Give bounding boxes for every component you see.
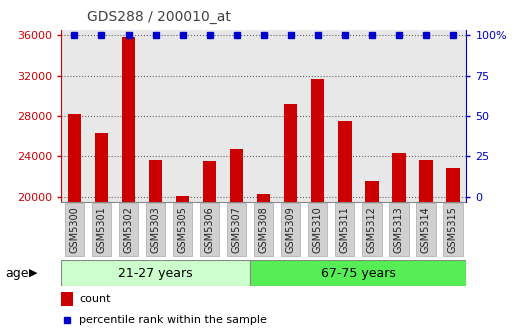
Text: GSM5310: GSM5310: [313, 206, 323, 253]
Bar: [311, 79, 324, 336]
Text: GSM5314: GSM5314: [421, 206, 431, 253]
Text: GSM5305: GSM5305: [178, 206, 188, 253]
Bar: [68, 114, 81, 336]
Text: GSM5312: GSM5312: [367, 206, 377, 253]
Bar: [61, 292, 73, 306]
FancyBboxPatch shape: [443, 203, 463, 256]
Bar: [284, 104, 297, 336]
Bar: [203, 161, 216, 336]
FancyBboxPatch shape: [250, 260, 466, 286]
Text: 21-27 years: 21-27 years: [118, 266, 193, 280]
Text: GSM5307: GSM5307: [232, 206, 242, 253]
Text: GSM5315: GSM5315: [448, 206, 458, 253]
Bar: [149, 160, 162, 336]
Bar: [257, 194, 270, 336]
FancyBboxPatch shape: [362, 203, 382, 256]
Text: ▶: ▶: [29, 268, 38, 278]
Bar: [338, 121, 351, 336]
FancyBboxPatch shape: [146, 203, 165, 256]
Text: GSM5313: GSM5313: [394, 206, 404, 253]
Text: GSM5302: GSM5302: [123, 206, 134, 253]
FancyBboxPatch shape: [65, 203, 84, 256]
Bar: [419, 160, 432, 336]
FancyBboxPatch shape: [281, 203, 301, 256]
Bar: [176, 196, 189, 336]
Bar: [95, 133, 108, 336]
Text: GDS288 / 200010_at: GDS288 / 200010_at: [87, 9, 231, 24]
Text: GSM5303: GSM5303: [151, 206, 161, 253]
Text: GSM5311: GSM5311: [340, 206, 350, 253]
FancyBboxPatch shape: [308, 203, 328, 256]
Text: GSM5309: GSM5309: [286, 206, 296, 253]
Text: GSM5308: GSM5308: [259, 206, 269, 253]
Text: 67-75 years: 67-75 years: [321, 266, 396, 280]
Text: percentile rank within the sample: percentile rank within the sample: [79, 316, 267, 325]
Text: GSM5300: GSM5300: [69, 206, 80, 253]
FancyBboxPatch shape: [227, 203, 246, 256]
FancyBboxPatch shape: [119, 203, 138, 256]
Text: GSM5306: GSM5306: [205, 206, 215, 253]
Bar: [122, 37, 135, 336]
Bar: [392, 153, 405, 336]
FancyBboxPatch shape: [61, 260, 250, 286]
FancyBboxPatch shape: [200, 203, 219, 256]
FancyBboxPatch shape: [416, 203, 436, 256]
FancyBboxPatch shape: [254, 203, 273, 256]
Text: age: age: [5, 266, 29, 280]
FancyBboxPatch shape: [335, 203, 355, 256]
Bar: [446, 168, 460, 336]
FancyBboxPatch shape: [92, 203, 111, 256]
Text: GSM5301: GSM5301: [96, 206, 107, 253]
Bar: [365, 181, 378, 336]
Text: count: count: [79, 294, 111, 304]
FancyBboxPatch shape: [173, 203, 192, 256]
Bar: [230, 149, 243, 336]
FancyBboxPatch shape: [389, 203, 409, 256]
